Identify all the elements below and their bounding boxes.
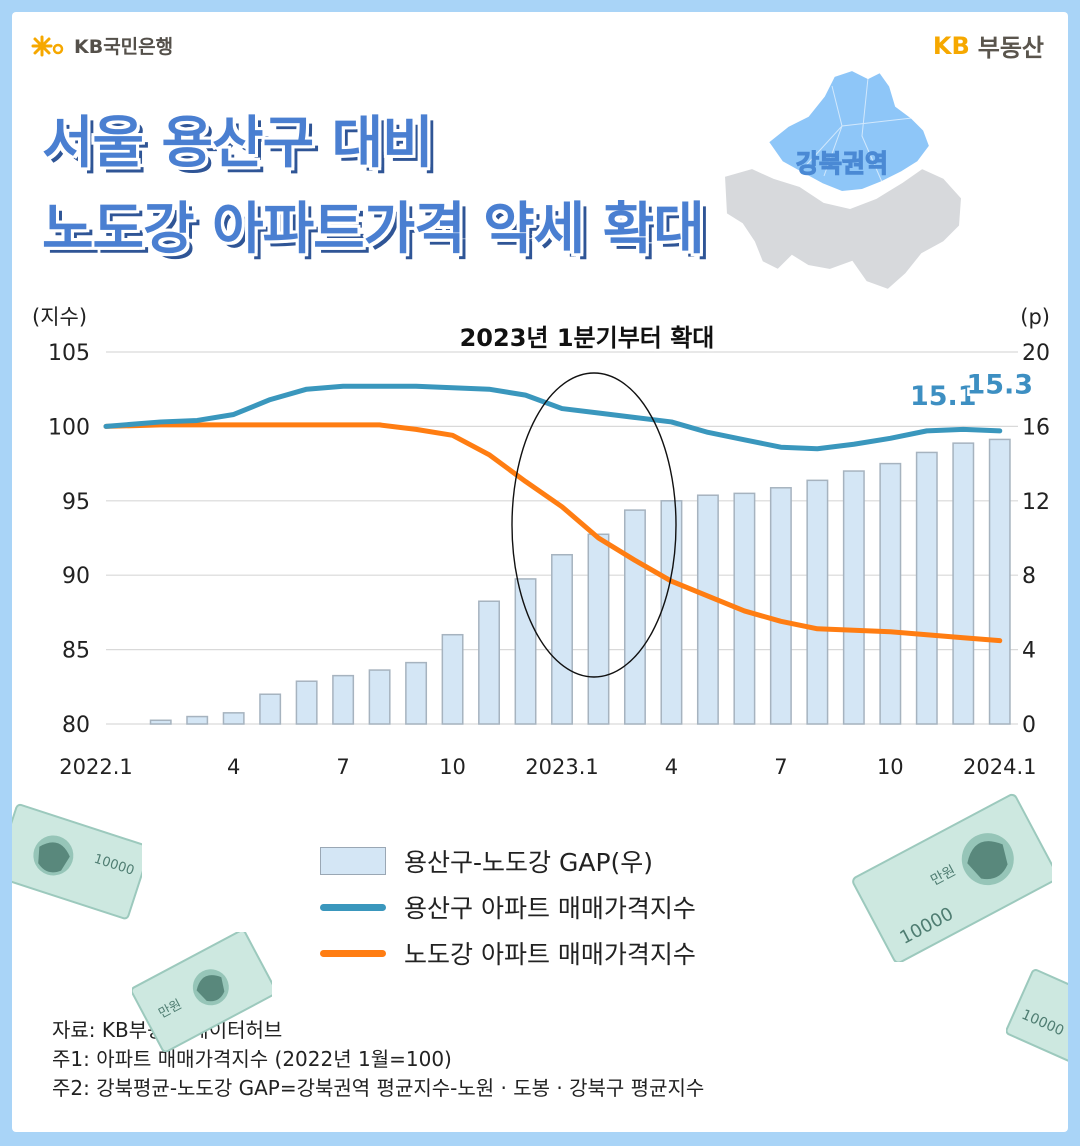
gap-bar — [952, 442, 975, 725]
star-icon — [31, 35, 64, 56]
left-axis-label: (지수) — [32, 305, 87, 329]
legend-item-gap: 용산구-노도강 GAP(우) — [320, 838, 696, 884]
legend-bar-swatch — [320, 847, 386, 875]
brand-name: 부동산 — [977, 34, 1044, 62]
gap-bar — [149, 719, 172, 725]
gap-bars — [149, 438, 1011, 725]
right-tick-label: 8 — [1022, 564, 1036, 589]
legend-item-yongsan: 용산구 아파트 매매가격지수 — [320, 884, 696, 930]
annotation-text: 2023년 1분기부터 확대 — [460, 324, 715, 352]
x-tick-label: 7 — [336, 755, 349, 779]
infographic-card: KB국민은행 KB 부동산 서울 용산구 대비 노도강 아파트가격 약세 확대 … — [12, 12, 1068, 1132]
banknote-icon: 만원 — [132, 932, 272, 1052]
gap-bar — [879, 462, 902, 725]
gap-bar — [186, 715, 209, 725]
gap-bar — [660, 500, 683, 725]
index-lines — [103, 383, 1003, 644]
x-tick-label: 2024.1 — [963, 755, 1036, 779]
right-tick-label: 12 — [1022, 490, 1050, 515]
gap-bar — [623, 509, 646, 725]
gangbuk-region — [766, 68, 932, 194]
legend-line-swatch-yongsan — [320, 903, 386, 911]
left-tick-label: 90 — [62, 564, 90, 589]
seoul-map-icon: 강북권역 — [722, 68, 964, 292]
legend-label-yongsan: 용산구 아파트 매매가격지수 — [404, 894, 696, 923]
left-tick-label: 105 — [48, 341, 90, 366]
source-notes: 자료: KB부동산 데이터허브 주1: 아파트 매매가격지수 (2022년 1월… — [52, 1016, 704, 1103]
gap-bar — [368, 669, 391, 725]
bank-name: KB국민은행 — [74, 36, 174, 58]
legend-line-swatch-nodogang — [320, 949, 386, 957]
right-tick-label: 20 — [1022, 341, 1050, 366]
yongsan-index-line — [103, 383, 1003, 452]
x-tick-label: 4 — [227, 755, 240, 779]
gap-bar — [988, 438, 1011, 725]
gap-bar — [295, 680, 318, 725]
gap-bar — [915, 451, 938, 725]
gap-bar — [842, 470, 865, 725]
gap-bar — [259, 693, 282, 725]
gap-data-labels: 15.115.3 — [907, 367, 1035, 415]
kb-real-estate-logo: KB 부동산 — [933, 28, 1044, 63]
banknote-icon: 10000 — [1006, 969, 1068, 1072]
gap-value-label: 15.3 — [966, 369, 1033, 400]
nodogang-index-line — [103, 422, 1003, 644]
gap-bar — [551, 553, 573, 725]
gap-bar — [332, 674, 355, 725]
left-tick-label: 85 — [62, 639, 90, 664]
kb-kookmin-bank-logo: KB국민은행 — [28, 32, 173, 59]
gap-bar — [478, 600, 501, 725]
right-tick-label: 16 — [1022, 415, 1050, 440]
banknote-icon: 10000 — [12, 803, 142, 920]
map-label: 강북권역 — [796, 149, 888, 178]
gap-bar — [222, 712, 245, 725]
highlight-ellipse — [511, 372, 677, 678]
x-tick-label: 4 — [665, 755, 678, 779]
gap-bar — [806, 479, 829, 725]
gap-bar — [587, 533, 610, 725]
x-tick-label: 2023.1 — [525, 755, 598, 779]
kb-mark: KB — [932, 31, 970, 60]
left-tick-label: 95 — [62, 490, 90, 515]
chart: 80 85 90 95 100 105 0 4 8 12 16 20 2022.1 4 7 10 2023.1 4… — [32, 305, 1050, 779]
right-tick-label: 4 — [1022, 639, 1036, 664]
gap-bar — [441, 633, 464, 725]
legend-label-gap: 용산구-노도강 GAP(우) — [404, 848, 654, 877]
legend-item-nodogang: 노도강 아파트 매매가격지수 — [320, 930, 696, 976]
gap-bar — [696, 494, 719, 725]
legend: 용산구-노도강 GAP(우) 용산구 아파트 매매가격지수 노도강 아파트 매매… — [320, 838, 696, 976]
left-tick-label: 100 — [48, 415, 90, 440]
left-tick-label: 80 — [62, 713, 90, 738]
x-tick-label: 10 — [877, 755, 904, 779]
legend-label-nodogang: 노도강 아파트 매매가격지수 — [404, 940, 696, 969]
gap-bar — [769, 487, 792, 725]
title-line-1: 서울 용산구 대비 — [42, 111, 434, 176]
x-tick-label: 2022.1 — [59, 755, 132, 779]
banknote-icon: 10000 만원 — [852, 793, 1052, 962]
note-1: 주1: 아파트 매매가격지수 (2022년 1월=100) — [52, 1047, 452, 1071]
gap-bar — [405, 661, 428, 725]
x-tick-label: 7 — [774, 755, 787, 779]
x-tick-label: 10 — [439, 755, 466, 779]
seoul-southern-area — [722, 166, 964, 292]
note-2: 주2: 강북평균-노도강 GAP=강북권역 평균지수-노원 · 도봉 · 강북구… — [52, 1076, 705, 1100]
gap-bar — [514, 578, 537, 725]
right-tick-label: 0 — [1022, 713, 1036, 738]
axis-ticks: 80 85 90 95 100 105 0 4 8 12 16 20 2022.1 4 7 10 2023.1 4… — [48, 341, 1050, 779]
title-line-2: 노도강 아파트가격 약세 확대 — [42, 197, 705, 262]
gap-value-label: 15.1 — [910, 381, 977, 412]
right-axis-label: (p) — [1020, 305, 1050, 329]
